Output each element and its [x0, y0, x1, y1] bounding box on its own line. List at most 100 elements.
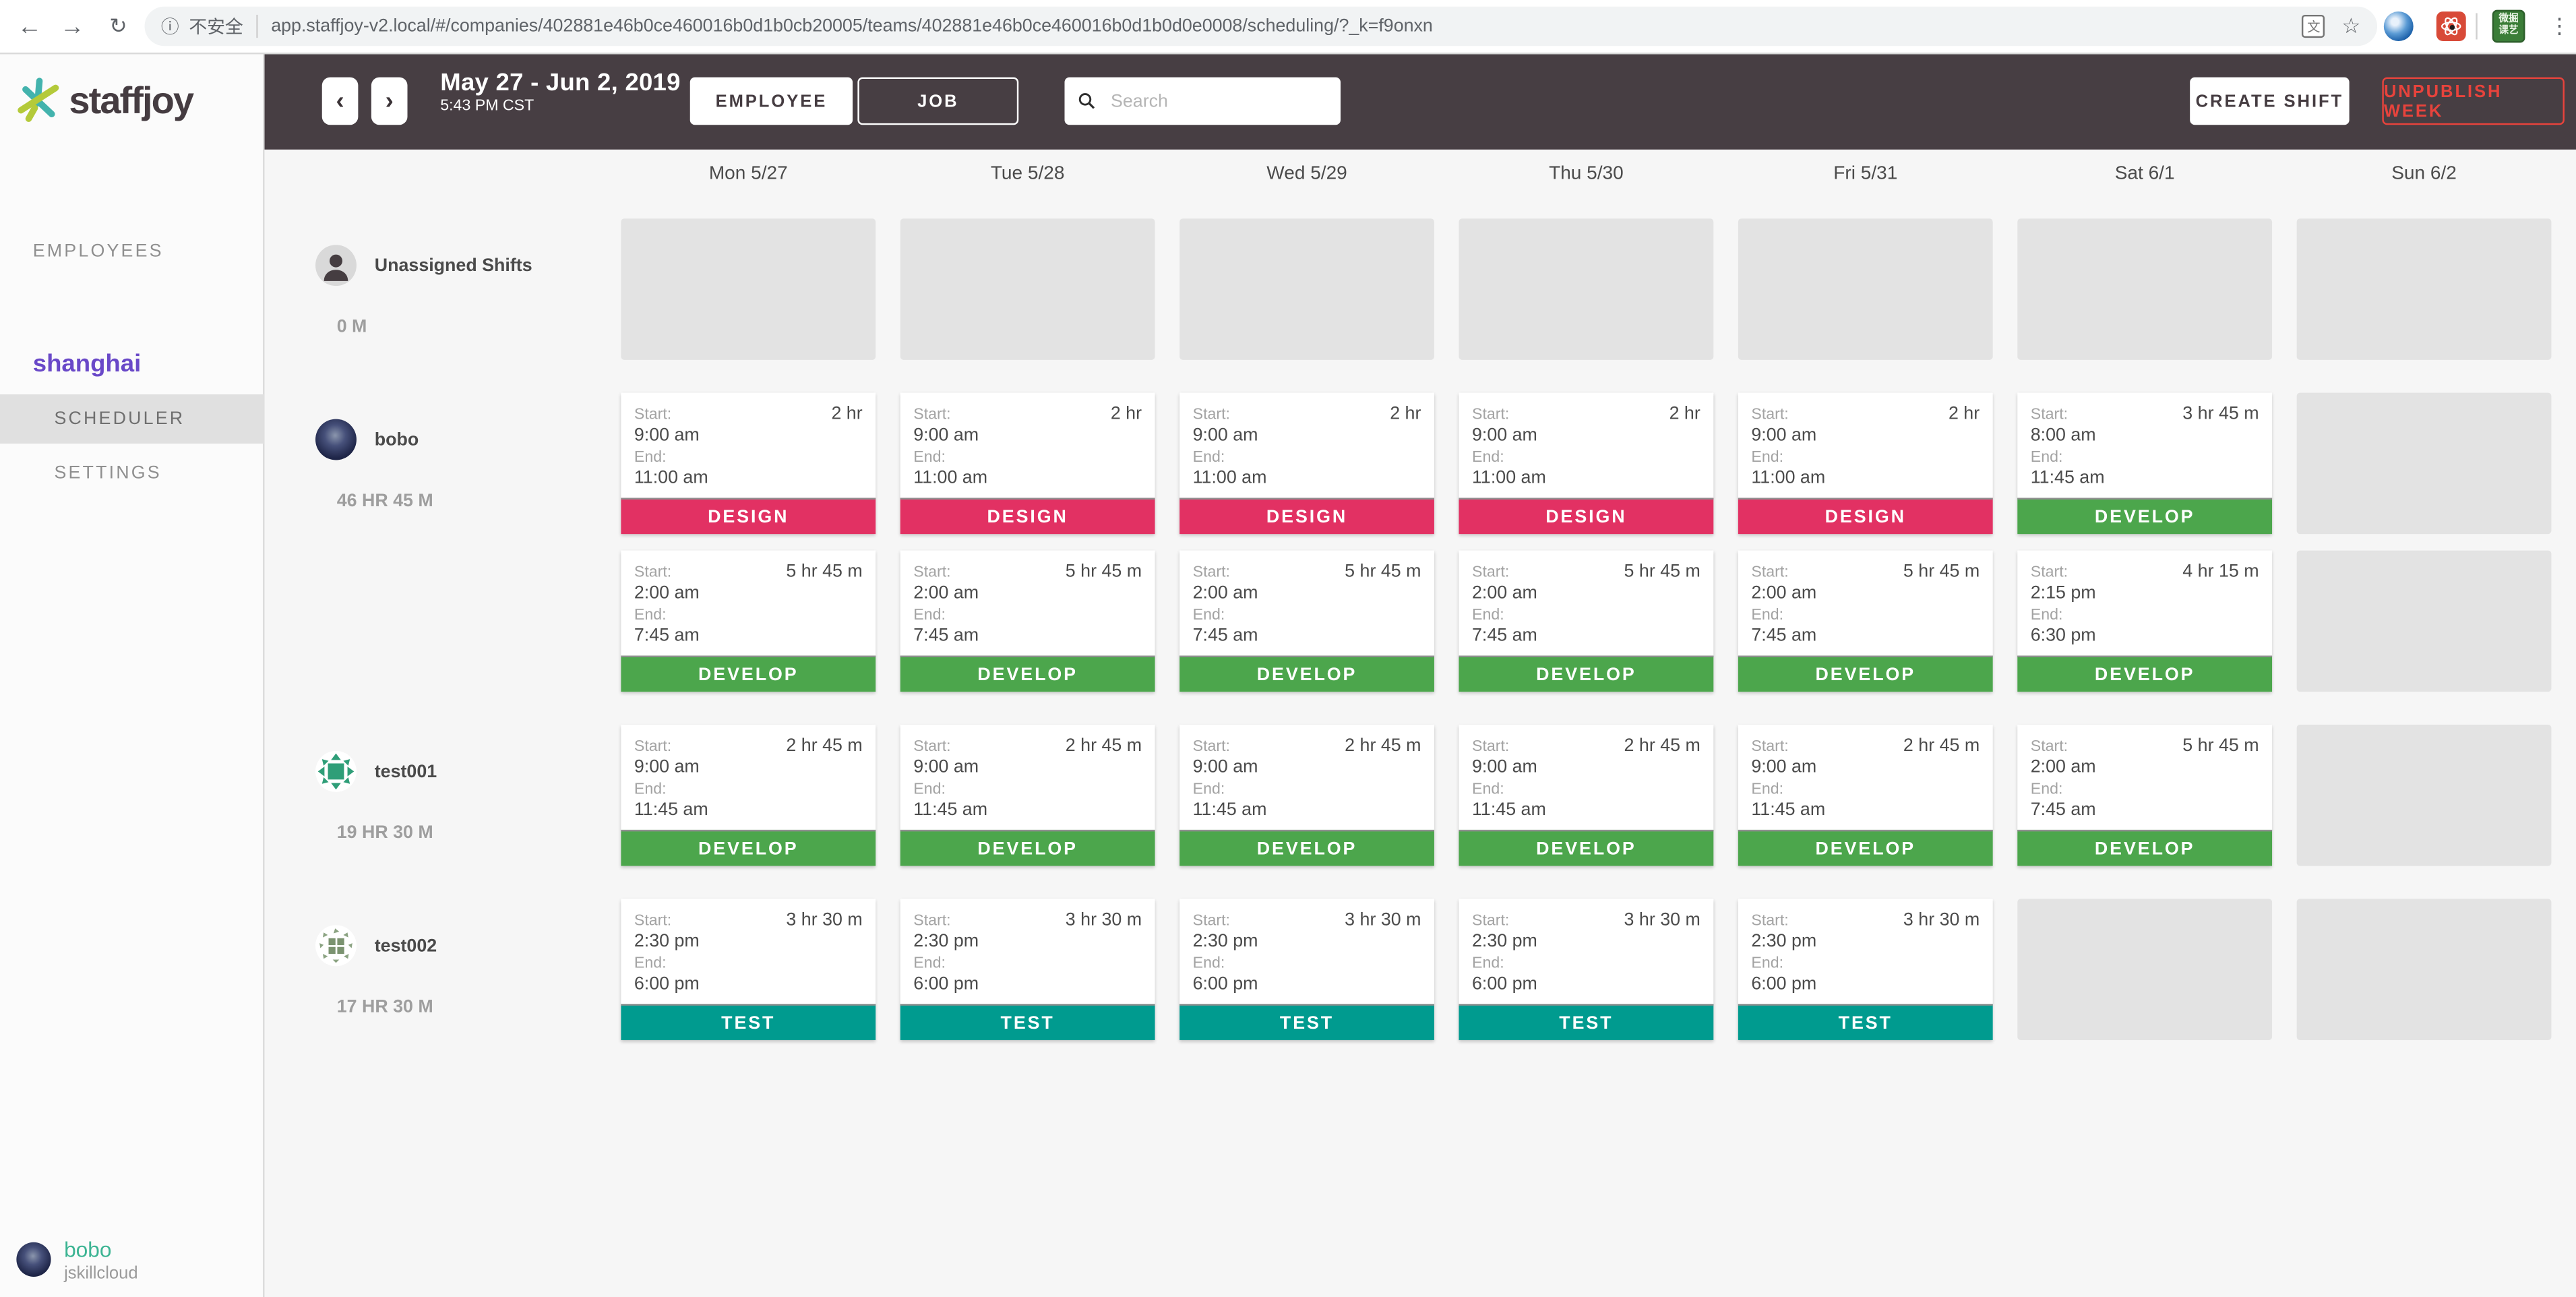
- shift-end-label: End:: [913, 955, 946, 973]
- shift-duration: 5 hr 45 m: [2182, 736, 2259, 756]
- shift-card[interactable]: 3 hr 30 m Start: 2:30 pm End: 6:00 pm TEST: [1179, 899, 1434, 1040]
- shift-duration: 3 hr 30 m: [1903, 910, 1980, 930]
- shift-start-time: 9:00 am: [1192, 757, 1258, 777]
- translate-icon[interactable]: 文: [2302, 14, 2325, 38]
- shift-card[interactable]: 5 hr 45 m Start: 2:00 am End: 7:45 am DEVELOP: [2017, 724, 2273, 866]
- shift-end-time: 11:45 am: [2030, 468, 2105, 488]
- url-text[interactable]: app.staffjoy-v2.local/#/companies/402881…: [271, 16, 1433, 36]
- shift-card[interactable]: 2 hr 45 m Start: 9:00 am End: 11:45 am DEVELO…: [1459, 724, 1714, 866]
- shift-job-bar: DESIGN: [900, 497, 1155, 535]
- shift-card[interactable]: 2 hr Start: 9:00 am End: 11:00 am DESIGN: [1459, 392, 1714, 535]
- shift-card[interactable]: 5 hr 45 m Start: 2:00 am End: 7:45 am DEVELOP: [1738, 550, 1993, 692]
- create-shift-button[interactable]: CREATE SHIFT: [2190, 77, 2350, 125]
- sidebar-team-name[interactable]: shanghai: [32, 350, 142, 378]
- next-week-button[interactable]: ›: [371, 77, 408, 125]
- shift-card[interactable]: 3 hr 30 m Start: 2:30 pm End: 6:00 pm TEST: [621, 899, 876, 1040]
- shift-card[interactable]: 2 hr 45 m Start: 9:00 am End: 11:45 am DEVELO…: [1738, 724, 1993, 866]
- shift-job-bar: DEVELOP: [1738, 655, 1993, 692]
- extension-icon-blue[interactable]: [2383, 11, 2414, 41]
- sidebar-item-employees[interactable]: EMPLOYEES: [32, 241, 164, 262]
- shift-job-bar: DEVELOP: [1459, 829, 1714, 866]
- sidebar-item-scheduler[interactable]: SCHEDULER: [0, 394, 265, 444]
- sidebar-item-settings[interactable]: SETTINGS: [54, 463, 162, 483]
- shift-job-bar: DEVELOP: [621, 829, 876, 866]
- shift-start-time: 2:00 am: [2030, 757, 2096, 777]
- shift-job-bar: DEVELOP: [1459, 655, 1714, 692]
- shift-card[interactable]: 2 hr 45 m Start: 9:00 am End: 11:45 am DEVELO…: [1179, 724, 1434, 866]
- browser-back-icon[interactable]: ←: [17, 12, 42, 40]
- shift-duration: 2 hr: [1390, 404, 1421, 424]
- shift-card[interactable]: 5 hr 45 m Start: 2:00 am End: 7:45 am DEVELOP: [900, 550, 1155, 692]
- shift-card[interactable]: 2 hr Start: 9:00 am End: 11:00 am DESIGN: [1738, 392, 1993, 535]
- shift-start-time: 2:00 am: [1751, 583, 1817, 603]
- search-box[interactable]: [1064, 77, 1341, 125]
- shift-card[interactable]: 2 hr Start: 9:00 am End: 11:00 am DESIGN: [900, 392, 1155, 535]
- shift-end-time: 6:00 pm: [634, 974, 700, 994]
- shift-end-label: End:: [1192, 955, 1225, 973]
- shift-card[interactable]: 2 hr Start: 9:00 am End: 11:00 am DESIGN: [621, 392, 876, 535]
- extension-icon-green[interactable]: 微掘 课艺: [2492, 9, 2525, 43]
- empty-shift-cell: [900, 218, 1155, 360]
- shift-start-label: Start:: [2030, 406, 2068, 424]
- bookmark-star-icon[interactable]: ☆: [2341, 13, 2361, 38]
- shift-start-label: Start:: [1472, 911, 1510, 930]
- sidebar-user[interactable]: bobo jskillcloud: [16, 1236, 138, 1282]
- shift-duration: 2 hr 45 m: [1624, 736, 1700, 756]
- search-input[interactable]: [1107, 89, 1328, 113]
- previous-week-button[interactable]: ‹: [321, 77, 359, 125]
- employee-hours: 46 HR 45 M: [336, 491, 433, 512]
- shift-card[interactable]: 2 hr 45 m Start: 9:00 am End: 11:45 am DEVELO…: [900, 724, 1155, 866]
- shift-start-time: 2:00 am: [1192, 583, 1258, 603]
- shift-end-time: 11:00 am: [634, 468, 708, 488]
- shift-end-label: End:: [634, 606, 667, 625]
- shift-card[interactable]: 5 hr 45 m Start: 2:00 am End: 7:45 am DEVELOP: [1179, 550, 1434, 692]
- employee-avatar: [315, 750, 357, 792]
- shift-start-time: 2:00 am: [1472, 583, 1537, 603]
- shift-card[interactable]: 2 hr Start: 9:00 am End: 11:00 am DESIGN: [1179, 392, 1434, 535]
- empty-shift-cell: [2017, 899, 2273, 1040]
- shift-start-time: 9:00 am: [1472, 757, 1537, 777]
- shift-card[interactable]: 3 hr 30 m Start: 2:30 pm End: 6:00 pm TEST: [1459, 899, 1714, 1040]
- shift-card[interactable]: 4 hr 15 m Start: 2:15 pm End: 6:30 pm DEVELOP: [2017, 550, 2273, 692]
- shift-end-label: End:: [1192, 606, 1225, 625]
- empty-shift-cell: [1179, 218, 1434, 360]
- extension-icon-red[interactable]: [2436, 11, 2466, 41]
- browser-menu-icon[interactable]: ⋮: [2548, 13, 2571, 38]
- shift-job-bar: TEST: [1738, 1004, 1993, 1040]
- shift-start-label: Start:: [634, 564, 672, 582]
- staffjoy-logo[interactable]: staffjoy: [15, 76, 194, 125]
- address-bar[interactable]: ⓘ 不安全 app.staffjoy-v2.local/#/companies/…: [144, 6, 2378, 47]
- shift-end-label: End:: [913, 448, 946, 467]
- shift-job-bar: DEVELOP: [621, 655, 876, 692]
- shift-end-time: 11:45 am: [1751, 800, 1826, 820]
- shift-job-bar: TEST: [621, 1004, 876, 1040]
- shift-end-time: 11:00 am: [1472, 468, 1546, 488]
- shift-job-bar: DEVELOP: [1738, 829, 1993, 866]
- staffjoy-logo-icon: [18, 78, 59, 122]
- browser-forward-icon[interactable]: →: [59, 12, 85, 40]
- shift-duration: 3 hr 30 m: [1624, 910, 1700, 930]
- employee-hours: 0 M: [336, 317, 367, 337]
- unpublish-week-button[interactable]: UNPUBLISH WEEK: [2382, 77, 2565, 125]
- shift-end-time: 11:00 am: [1192, 468, 1267, 488]
- info-icon[interactable]: ⓘ: [160, 18, 179, 38]
- shift-card[interactable]: 2 hr 45 m Start: 9:00 am End: 11:45 am DEVELO…: [621, 724, 876, 866]
- shift-card[interactable]: 3 hr 45 m Start: 8:00 am End: 11:45 am DEVELO…: [2017, 392, 2273, 535]
- day-header: Sun 6/2: [2391, 164, 2457, 184]
- shift-card[interactable]: 5 hr 45 m Start: 2:00 am End: 7:45 am DEVELOP: [1459, 550, 1714, 692]
- shift-job-bar: DEVELOP: [1179, 655, 1434, 692]
- shift-end-label: End:: [2030, 780, 2063, 799]
- shift-start-label: Start:: [913, 406, 951, 424]
- shift-end-time: 7:45 am: [2030, 800, 2096, 820]
- shift-start-time: 2:00 am: [634, 583, 700, 603]
- browser-reload-icon[interactable]: ↻: [109, 13, 127, 38]
- shift-card[interactable]: 5 hr 45 m Start: 2:00 am End: 7:45 am DEVELOP: [621, 550, 876, 692]
- shift-card[interactable]: 3 hr 30 m Start: 2:30 pm End: 6:00 pm TEST: [900, 899, 1155, 1040]
- shift-start-time: 2:30 pm: [913, 932, 979, 952]
- view-toggle-job[interactable]: JOB: [857, 77, 1019, 125]
- view-toggle-employee[interactable]: EMPLOYEE: [689, 77, 853, 125]
- shift-start-time: 9:00 am: [913, 757, 979, 777]
- shift-card[interactable]: 3 hr 30 m Start: 2:30 pm End: 6:00 pm TEST: [1738, 899, 1993, 1040]
